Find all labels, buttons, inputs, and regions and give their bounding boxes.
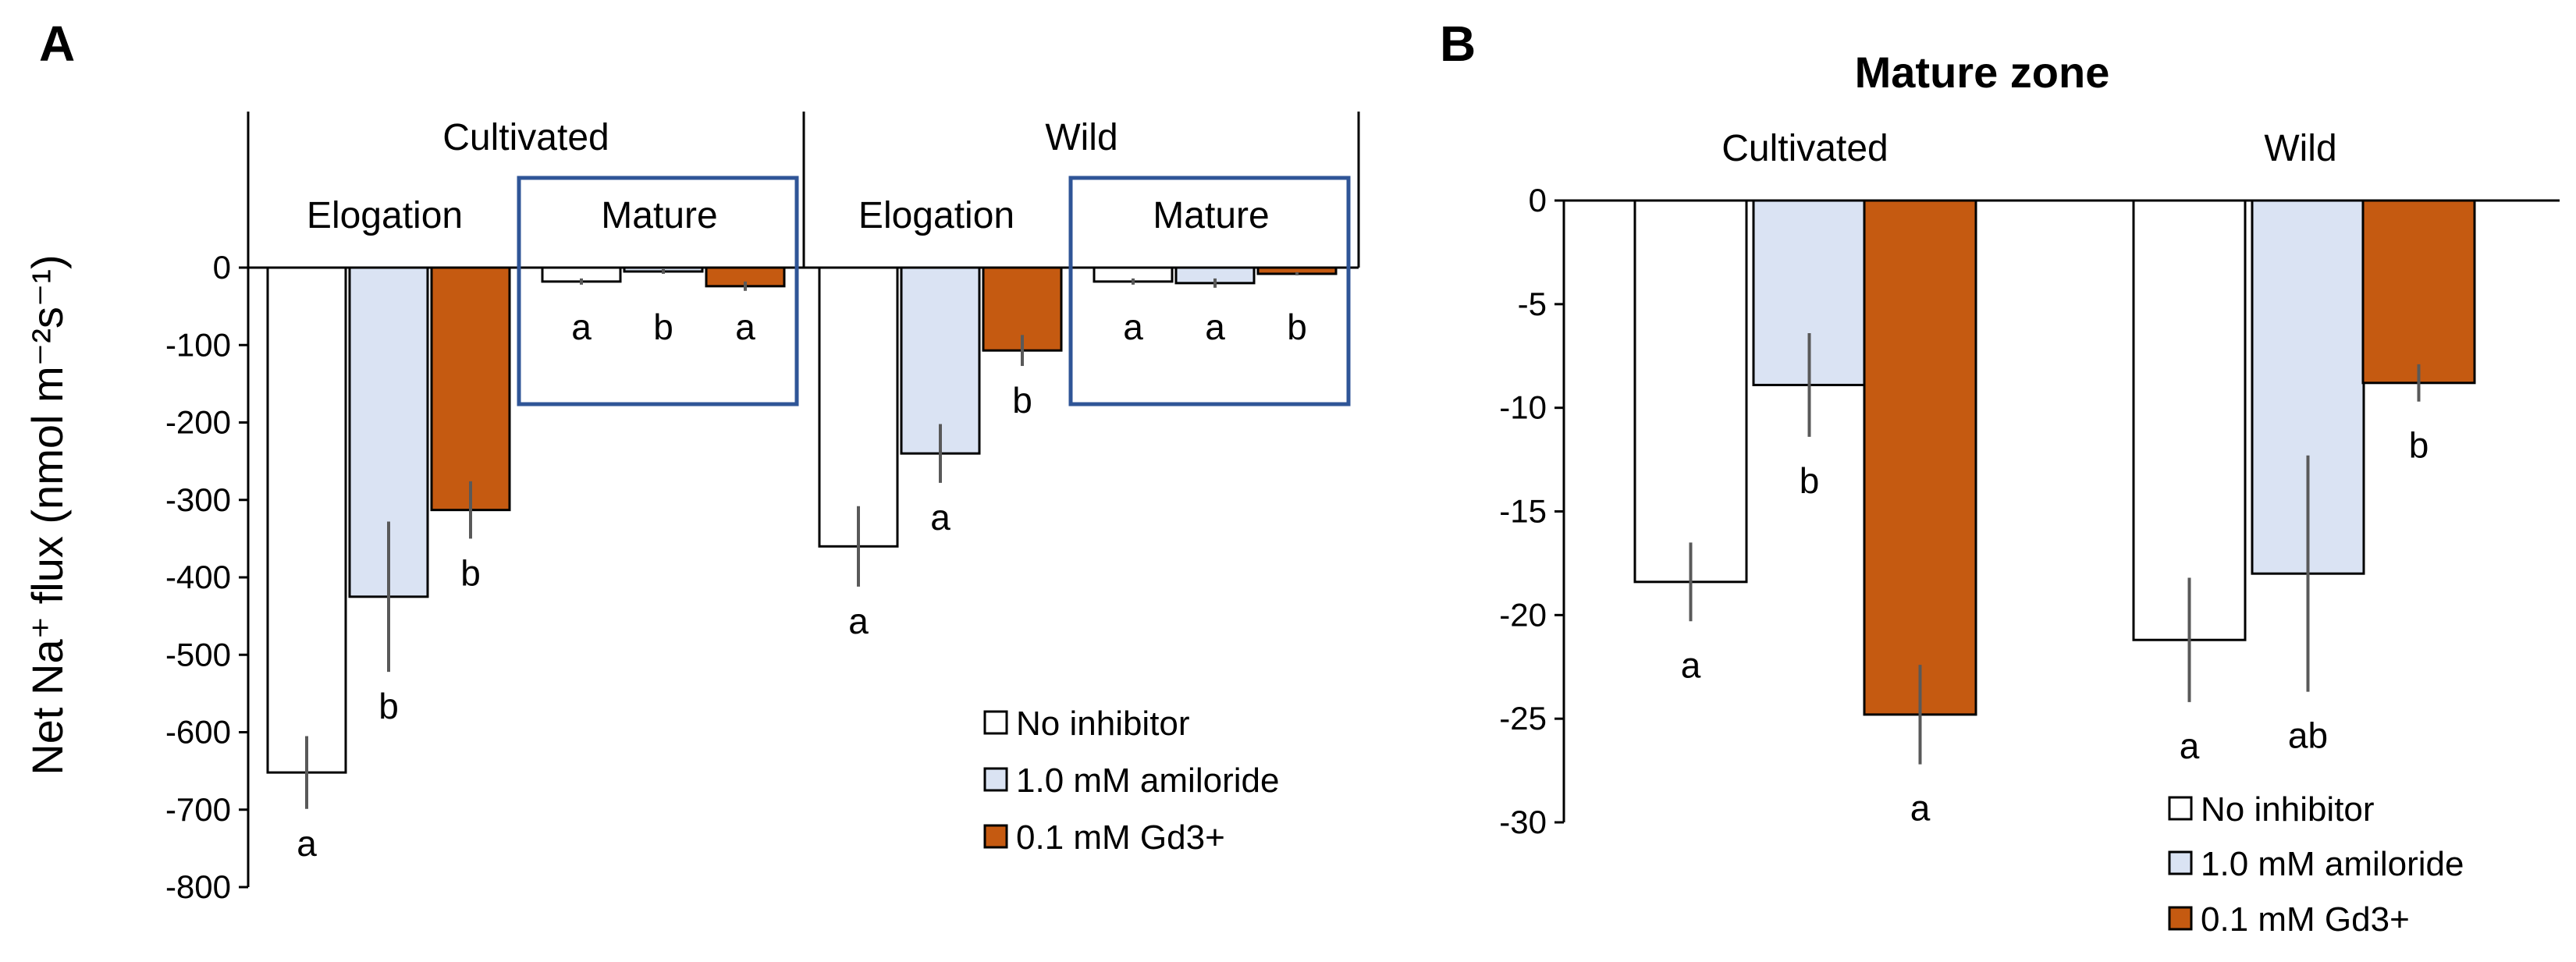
panel-b-group-label: Wild xyxy=(2264,128,2336,169)
panel-a-bar xyxy=(818,266,899,548)
panel-b-bar xyxy=(2361,199,2476,385)
panel-b-legend-label: No inhibitor xyxy=(2201,790,2375,829)
panel-a-y-tick-label: -200 xyxy=(165,404,231,441)
panel-a-legend-label: No inhibitor xyxy=(1016,705,1190,743)
panel-a-zone-label: Mature xyxy=(601,195,717,236)
panel-a-chart: 0 -100 -200 -300 -400 -500 -600 -700 -800 Cultiva… xyxy=(165,112,1360,905)
panel-a-significance-letter: a xyxy=(735,307,755,347)
panel-b-significance-letter: b xyxy=(1800,460,1820,501)
panel-b-group-label: Cultivated xyxy=(1721,128,1888,169)
panel-b-y-tick-label: 0 xyxy=(1529,182,1547,218)
panel-a-legend-label: 1.0 mM amiloride xyxy=(1016,761,1279,800)
panel-a-legend-swatch xyxy=(983,710,1008,735)
panel-b-y-tick-label: -30 xyxy=(1499,804,1547,840)
panel-b-legend-label: 1.0 mM amiloride xyxy=(2201,845,2464,883)
panel-a-letter: A xyxy=(39,16,75,72)
panel-b-y-tick-label: -25 xyxy=(1499,700,1547,737)
panel-b-legend-swatch xyxy=(2168,906,2193,931)
panel-a-significance-letter: b xyxy=(460,552,481,593)
panel-a-significance-letter: a xyxy=(930,497,950,538)
panel-a-mature-highlight-box xyxy=(1068,176,1351,406)
panel-a-zone-label: Mature xyxy=(1153,195,1269,236)
panel-a-y-tick-label: -600 xyxy=(165,714,231,751)
panel-a-bar xyxy=(900,266,981,455)
panel-b-significance-letter: b xyxy=(2409,425,2429,466)
panel-b-bar xyxy=(2132,199,2247,641)
panel-a-mature-highlight-box xyxy=(517,176,799,406)
panel-a-significance-letter: b xyxy=(1287,307,1307,347)
panel-a-y-tick-label: -400 xyxy=(165,559,231,595)
panel-a-group-label: Cultivated xyxy=(442,117,609,158)
panel-b-title: Mature zone xyxy=(1855,48,2110,97)
panel-a-significance-letter: a xyxy=(571,307,592,347)
panel-a-legend-swatch xyxy=(983,824,1008,849)
panel-b-y-tick-label: -15 xyxy=(1499,493,1547,530)
panel-a-y-tick-label: 0 xyxy=(213,249,231,286)
panel-a-zone-label: Elogation xyxy=(858,195,1014,236)
panel-b-significance-letter: a xyxy=(2180,726,2200,766)
panel-b-letter: B xyxy=(1440,16,1476,72)
panel-b-significance-letter: ab xyxy=(2288,715,2328,756)
panel-a-y-tick-label: -800 xyxy=(165,868,231,905)
panel-b-y-tick-label: -5 xyxy=(1518,286,1547,322)
panel-a-significance-letter: a xyxy=(1205,307,1225,347)
panel-b-y-tick-label: -20 xyxy=(1499,596,1547,633)
panel-b-bar xyxy=(1863,199,1977,716)
panel-a-group-label: Wild xyxy=(1045,117,1117,158)
panel-b-legend-swatch xyxy=(2168,850,2193,875)
panel-a-significance-letter: b xyxy=(653,307,673,347)
panel-a-bar xyxy=(266,266,347,774)
panel-a-y-tick-label: -700 xyxy=(165,791,231,828)
panel-b-significance-letter: a xyxy=(1910,788,1931,829)
panel-a-y-tick-label: -100 xyxy=(165,326,231,363)
panel-a-significance-letter: b xyxy=(378,686,399,726)
panel-a-significance-letter: a xyxy=(1123,307,1143,347)
panel-a-significance-letter: a xyxy=(297,823,317,864)
panel-a-legend-swatch xyxy=(983,767,1008,792)
panel-a-y-tick-label: -300 xyxy=(165,481,231,518)
panel-a-legend-label: 0.1 mM Gd3+ xyxy=(1016,818,1225,857)
panel-b-significance-letter: a xyxy=(1681,644,1701,685)
panel-b-y-tick-label: -10 xyxy=(1499,389,1547,426)
panel-a-bar xyxy=(430,266,511,512)
panel-b-legend-swatch xyxy=(2168,796,2193,821)
panel-b-legend-label: 0.1 mM Gd3+ xyxy=(2201,900,2410,939)
panel-b-bar xyxy=(1633,199,1748,584)
panel-a-y-axis-label: Net Na⁺ flux (nmol m⁻²s⁻¹) xyxy=(23,254,72,775)
panel-a-significance-letter: a xyxy=(848,601,869,641)
panel-a-zone-label: Elogation xyxy=(307,195,463,236)
panel-a-significance-letter: b xyxy=(1012,380,1032,421)
panel-a-y-tick-label: -500 xyxy=(165,636,231,673)
